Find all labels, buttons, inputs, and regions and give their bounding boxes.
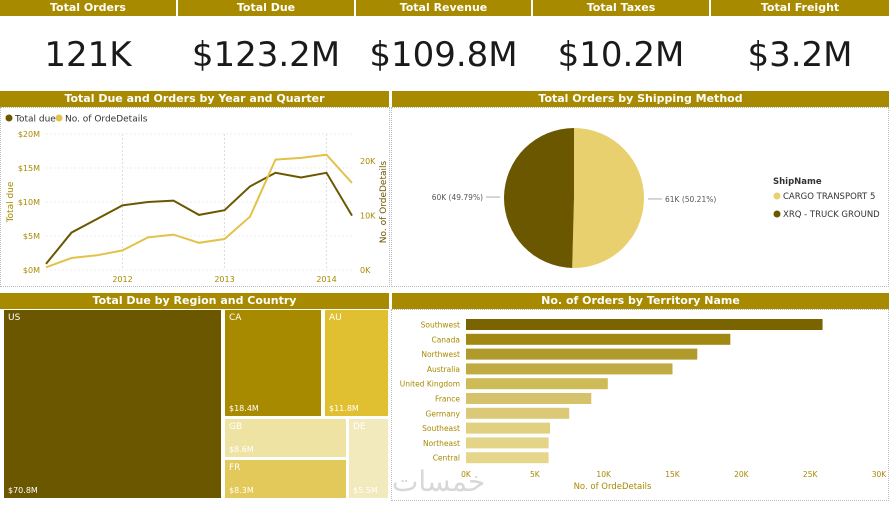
y-tick-label: $20M xyxy=(18,130,40,139)
kpi-value: $109.8M xyxy=(369,35,518,75)
bar xyxy=(466,393,592,404)
bar-category-label: Southwest xyxy=(421,321,460,330)
kpi-label: Total Revenue xyxy=(356,0,531,16)
kpi-label: Total Orders xyxy=(0,0,176,16)
x-tick-label: 15K xyxy=(665,470,681,479)
bar xyxy=(466,348,698,360)
kpi-label: Total Freight xyxy=(711,0,889,16)
bar-category-label: Germany xyxy=(426,409,461,418)
bar-category-label: Australia xyxy=(427,365,460,374)
bar-category-label: United Kingdom xyxy=(400,380,460,389)
treemap-cell-value: $70.8M xyxy=(8,486,38,495)
pie-legend-label: XRQ - TRUCK GROUND xyxy=(783,210,880,220)
pie-chart[interactable]: 61K (50.21%) 60K (49.79%) ShipName CARGO TR… xyxy=(391,107,889,287)
watermark: خمسات xyxy=(392,465,486,498)
bar xyxy=(466,407,570,419)
x-tick-label: 2014 xyxy=(316,275,336,284)
x-tick-label: 2013 xyxy=(214,275,234,284)
treemap-cell-name: AU xyxy=(329,313,342,323)
bar-category-label: Northeast xyxy=(423,439,460,448)
kpi-label: Total Due xyxy=(178,0,354,16)
bar xyxy=(466,378,608,390)
bar xyxy=(466,319,823,330)
bar xyxy=(466,333,731,345)
legend-label: Total due xyxy=(14,115,56,125)
kpi-value: $123.2M xyxy=(191,35,341,75)
treemap-cell-value: $18.4M xyxy=(229,404,259,413)
pie-chart-title: Total Orders by Shipping Method xyxy=(392,91,889,107)
treemap-cell-ca[interactable]: CA $18.4M xyxy=(224,309,322,417)
legend-label: No. of OrdeDetails xyxy=(65,115,148,125)
treemap[interactable]: US $70.8M CA $18.4M AU $11.8M GB $8.6M DE $5.5M FR… xyxy=(3,309,389,499)
x-tick-label: 0K xyxy=(461,470,472,479)
pie-data-label: 60K (49.79%) xyxy=(432,193,483,202)
y-tick-label: $10M xyxy=(18,198,40,207)
x-tick-label: 30K xyxy=(872,470,888,479)
treemap-title: Total Due by Region and Country xyxy=(0,293,389,309)
y2-tick-label: 0K xyxy=(360,266,371,275)
x-tick-label: 20K xyxy=(734,470,750,479)
pie-legend-label: CARGO TRANSPORT 5 xyxy=(783,192,875,202)
y-tick-label: $15M xyxy=(18,164,40,173)
line-series xyxy=(45,171,353,265)
bar-category-label: Southeast xyxy=(422,424,460,433)
treemap-cell-name: US xyxy=(8,313,21,323)
treemap-cell-value: $8.6M xyxy=(229,445,254,454)
treemap-cell-fr[interactable]: FR $8.3M xyxy=(224,459,347,499)
line-panel xyxy=(0,107,390,287)
kpi-value: 121K xyxy=(44,35,132,75)
y-axis-title: Total due xyxy=(6,181,16,223)
kpi-label: Total Taxes xyxy=(533,0,709,16)
legend-marker xyxy=(55,114,63,122)
treemap-cell-name: DE xyxy=(353,422,366,432)
line-chart-title: Total Due and Orders by Year and Quarter xyxy=(0,91,389,107)
kpi-value: $10.2M xyxy=(557,35,685,75)
bar xyxy=(466,437,549,449)
y2-tick-label: 20K xyxy=(360,157,376,166)
kpi-value: $3.2M xyxy=(747,35,853,75)
bar-category-label: Northwest xyxy=(421,350,460,359)
treemap-cell-value: $11.8M xyxy=(329,404,359,413)
treemap-cell-value: $8.3M xyxy=(229,486,254,495)
x-tick-label: 2012 xyxy=(112,275,132,284)
pie-legend-marker xyxy=(773,192,781,200)
line-series xyxy=(45,153,353,269)
treemap-cell-name: GB xyxy=(229,422,243,432)
x-axis-title: No. of OrdeDetails xyxy=(574,482,652,492)
treemap-cell-au[interactable]: AU $11.8M xyxy=(324,309,389,417)
treemap-cell-name: FR xyxy=(229,463,241,473)
pie-data-label: 61K (50.21%) xyxy=(665,195,716,204)
bar xyxy=(466,452,549,464)
bar-chart[interactable]: Southwest Canada Northwest Australia United … xyxy=(391,309,889,501)
y2-axis-title: No. of OrdeDetails xyxy=(379,160,389,243)
x-tick-label: 5K xyxy=(530,470,541,479)
bar-category-label: Central xyxy=(433,454,460,463)
y2-tick-label: 10K xyxy=(360,212,376,221)
line-legend: Total due No. of OrdeDetails xyxy=(5,114,148,125)
treemap-cell-gb[interactable]: GB $8.6M xyxy=(224,418,347,458)
treemap-cell-de[interactable]: DE $5.5M xyxy=(348,418,389,499)
bar-chart-title: No. of Orders by Territory Name xyxy=(392,293,889,309)
bar xyxy=(466,422,550,434)
treemap-cell-us[interactable]: US $70.8M xyxy=(3,309,222,499)
bar xyxy=(466,363,673,375)
pie-slice xyxy=(503,127,574,268)
pie-slice xyxy=(572,128,644,268)
treemap-cell-name: CA xyxy=(229,313,242,323)
pie-legend-marker xyxy=(773,210,781,218)
y-tick-label: $0M xyxy=(23,266,40,275)
bar-category-label: Canada xyxy=(431,335,460,344)
legend-marker xyxy=(5,114,13,122)
line-chart[interactable]: Total due No. of OrdeDetails $0M $5M $10M $15… xyxy=(0,107,390,287)
treemap-cell-value: $5.5M xyxy=(353,486,378,495)
y-tick-label: $5M xyxy=(23,232,40,241)
pie-legend-title: ShipName xyxy=(773,177,822,187)
bar-category-label: France xyxy=(435,395,460,404)
x-tick-label: 10K xyxy=(596,470,612,479)
x-tick-label: 25K xyxy=(803,470,819,479)
